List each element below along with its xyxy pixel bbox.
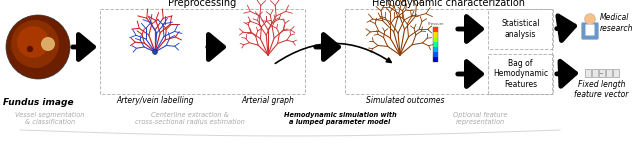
Circle shape [27, 46, 33, 52]
Text: Optional feature
representation: Optional feature representation [452, 112, 508, 125]
FancyBboxPatch shape [582, 22, 598, 40]
Circle shape [6, 15, 70, 79]
Circle shape [41, 37, 55, 51]
Text: Fixed length
feature vector: Fixed length feature vector [574, 80, 628, 99]
Bar [433, 57, 438, 62]
Bar [100, 9, 305, 94]
Text: Artery/vein labelling: Artery/vein labelling [116, 96, 194, 105]
Bar [345, 9, 552, 94]
Bar [606, 69, 612, 77]
FancyBboxPatch shape [586, 24, 595, 35]
Text: Vessel segmentation
& classification: Vessel segmentation & classification [15, 112, 84, 125]
Text: Preprocessing: Preprocessing [168, 0, 237, 8]
Bar [433, 32, 438, 37]
Text: Simulated outcomes: Simulated outcomes [365, 96, 444, 105]
Bar [433, 52, 438, 57]
Text: ...: ... [600, 71, 604, 75]
Text: Statistical
analysis: Statistical analysis [501, 19, 540, 39]
Text: Bag of
Hemodynamic
Features: Bag of Hemodynamic Features [493, 59, 548, 89]
Text: Centerline extraction &
cross-sectional radius estimation: Centerline extraction & cross-sectional … [135, 112, 245, 125]
Text: Hemodynamic simulation with
a lumped parameter model: Hemodynamic simulation with a lumped par… [284, 112, 396, 125]
Bar [585, 69, 591, 77]
Text: Medical
research: Medical research [600, 13, 634, 33]
Circle shape [152, 49, 157, 55]
Circle shape [17, 26, 49, 58]
Text: Hemodynamic characterization: Hemodynamic characterization [372, 0, 525, 8]
Bar [433, 37, 438, 42]
Text: Pressure: Pressure [428, 22, 444, 26]
Bar [433, 27, 438, 62]
Bar [433, 27, 438, 32]
Bar [433, 42, 438, 47]
Bar [488, 54, 553, 94]
Circle shape [11, 20, 59, 68]
Bar [592, 69, 598, 77]
Bar [488, 9, 553, 49]
Bar [599, 69, 605, 77]
Bar [433, 47, 438, 52]
Bar [613, 69, 619, 77]
Text: Arterial graph: Arterial graph [241, 96, 294, 105]
Text: Fundus image: Fundus image [3, 98, 74, 107]
Circle shape [584, 13, 595, 24]
